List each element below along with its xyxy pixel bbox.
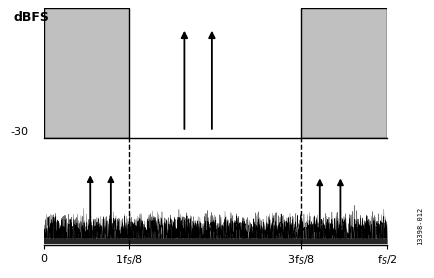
Text: dBFS: dBFS (13, 11, 49, 24)
Text: 13398-012: 13398-012 (416, 206, 422, 245)
Text: -30: -30 (10, 127, 28, 137)
Bar (300, 8, 386, 138)
Bar (43, 8, 129, 138)
